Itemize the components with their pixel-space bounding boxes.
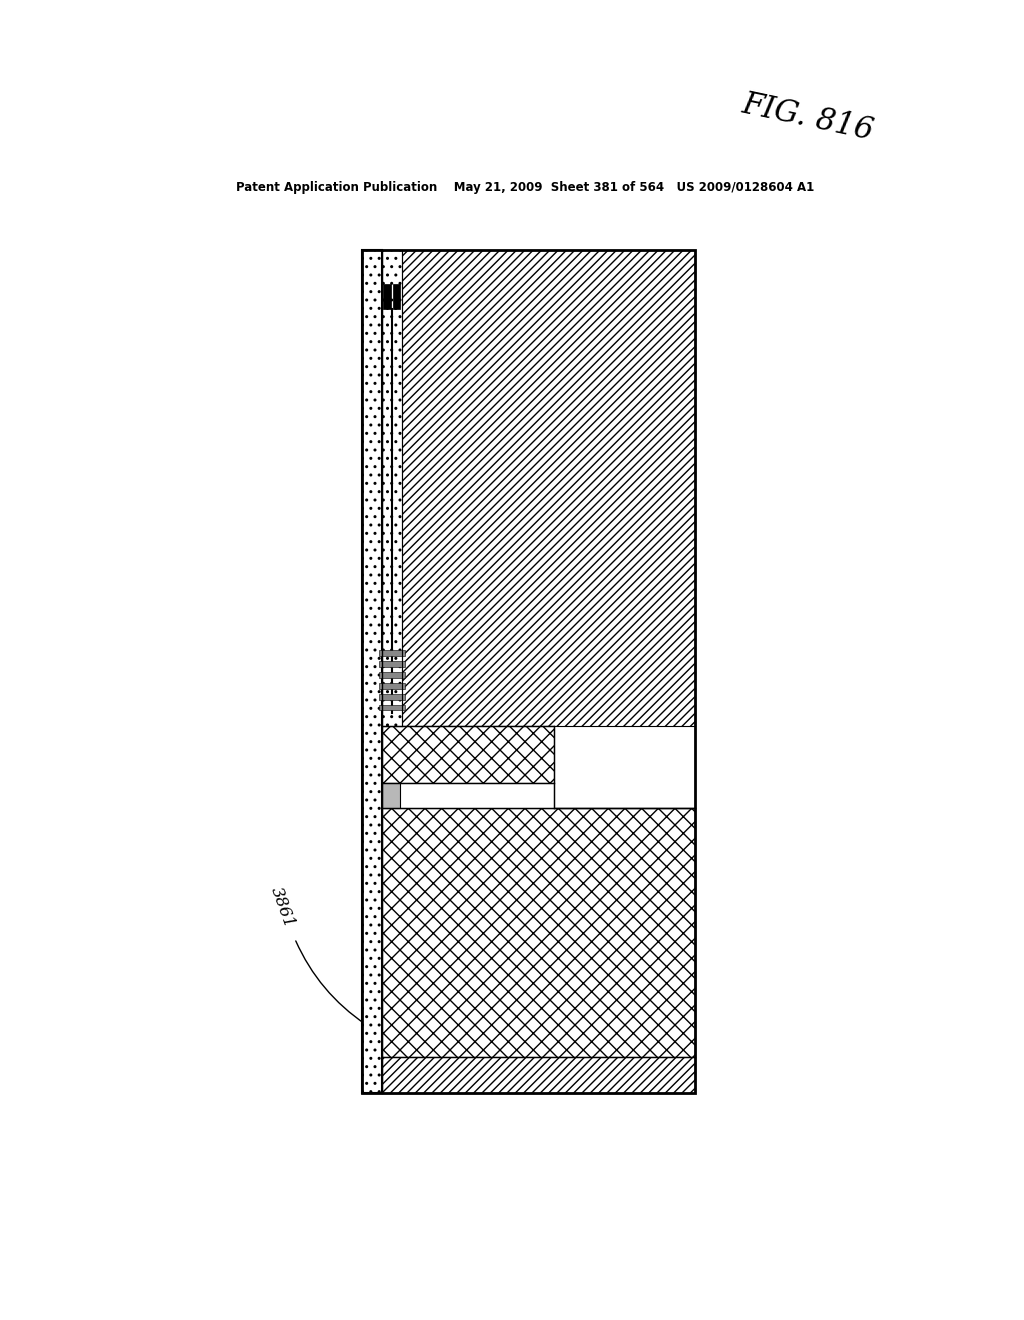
Text: FIG. 816: FIG. 816 bbox=[739, 88, 877, 147]
Bar bbox=[379, 705, 406, 710]
Bar bbox=[379, 649, 406, 656]
Bar bbox=[382, 783, 554, 808]
Bar bbox=[362, 249, 695, 726]
Bar bbox=[382, 249, 402, 726]
Text: 3861: 3861 bbox=[267, 884, 298, 931]
Bar bbox=[379, 672, 406, 677]
Bar bbox=[382, 726, 554, 783]
Bar bbox=[379, 682, 406, 689]
Bar bbox=[362, 249, 695, 1093]
Bar bbox=[379, 661, 406, 667]
Bar bbox=[379, 693, 406, 700]
Bar bbox=[382, 1057, 695, 1093]
Text: Patent Application Publication    May 21, 2009  Sheet 381 of 564   US 2009/01286: Patent Application Publication May 21, 2… bbox=[236, 181, 814, 194]
Bar bbox=[383, 284, 390, 309]
Bar bbox=[382, 783, 400, 808]
Bar bbox=[393, 284, 400, 309]
Bar bbox=[362, 249, 695, 1093]
Bar bbox=[382, 808, 695, 1057]
Bar bbox=[362, 249, 382, 1093]
